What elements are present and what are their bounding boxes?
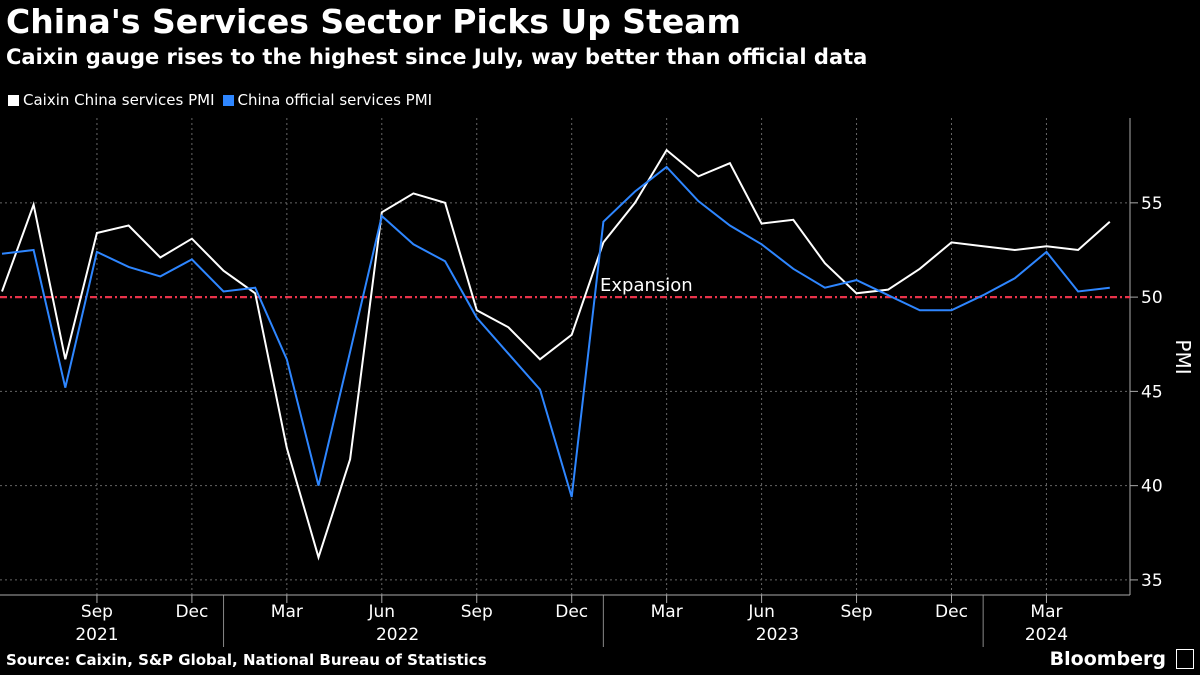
legend-item-caixin: Caixin China services PMI — [8, 91, 215, 109]
bloomberg-logo: Bloomberg — [1049, 648, 1166, 670]
legend-label-caixin: Caixin China services PMI — [23, 91, 215, 109]
source-note: Source: Caixin, S&P Global, National Bur… — [6, 651, 487, 669]
bloomberg-badge-icon — [1176, 649, 1194, 669]
official-series-line — [1, 165, 1110, 498]
x-month-label: Mar — [271, 602, 303, 622]
axes — [0, 118, 1138, 647]
chart-title: China's Services Sector Picks Up Steam — [6, 2, 741, 41]
x-month-label: Jun — [368, 602, 396, 622]
y-axis-title: PMI — [1171, 339, 1195, 374]
x-month-label: Dec — [935, 602, 968, 622]
axis-labels: Sep Dec Mar Jun Sep Dec Mar Jun Sep Dec Mar 2021 202… — [75, 194, 1195, 645]
x-month-label: Sep — [461, 602, 493, 622]
x-month-label: Mar — [1030, 602, 1062, 622]
y-tick-label: 45 — [1141, 382, 1163, 402]
x-month-label: Jun — [747, 602, 775, 622]
legend-swatch-official — [222, 94, 234, 106]
legend-swatch-caixin — [8, 94, 19, 106]
x-year-label: 2022 — [376, 625, 419, 645]
legend-item-official: China official services PMI — [222, 91, 433, 109]
expansion-label: Expansion — [600, 275, 693, 296]
y-tick-label: 50 — [1141, 288, 1163, 308]
x-year-label: 2023 — [756, 625, 799, 645]
x-month-label: Sep — [841, 602, 873, 622]
y-tick-label: 40 — [1141, 477, 1163, 497]
chart-subtitle: Caixin gauge rises to the highest since … — [6, 45, 868, 69]
x-month-label: Mar — [651, 602, 683, 622]
horizontal-gridlines — [0, 202, 1130, 581]
y-tick-label: 35 — [1141, 571, 1163, 591]
x-month-label: Dec — [175, 602, 208, 622]
x-month-label: Dec — [555, 602, 588, 622]
x-month-label: Sep — [81, 602, 113, 622]
y-tick-label: 55 — [1141, 194, 1163, 214]
legend: Caixin China services PMI China official… — [8, 91, 440, 109]
legend-label-official: China official services PMI — [237, 91, 433, 109]
x-year-label: 2021 — [75, 625, 118, 645]
caixin-series-line — [1, 148, 1111, 561]
series-lines — [1, 148, 1111, 561]
vertical-gridlines — [96, 118, 1047, 595]
x-year-label: 2024 — [1025, 625, 1068, 645]
